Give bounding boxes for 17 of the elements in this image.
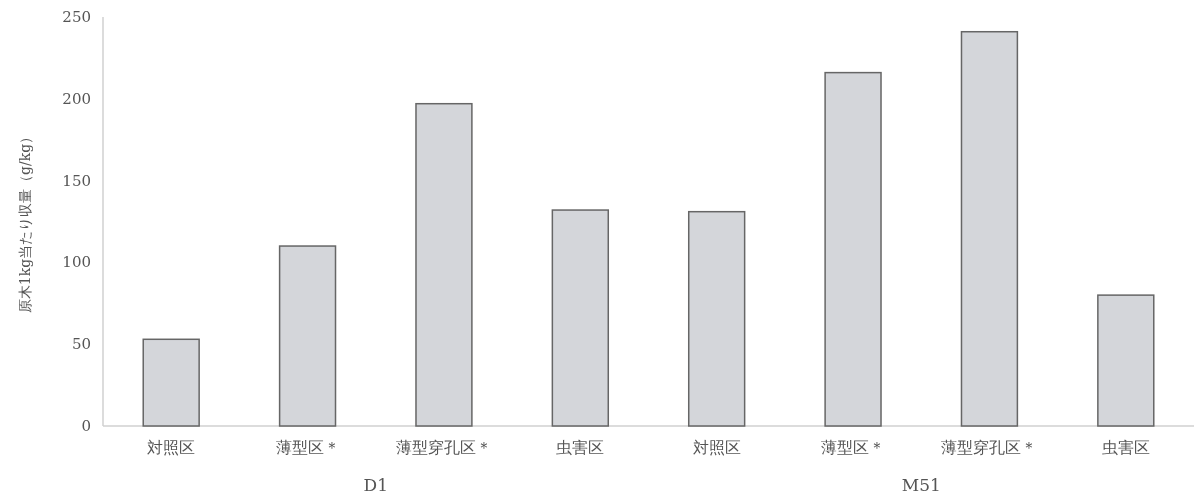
x-tick-label: 薄型穿孔区＊ [941, 438, 1038, 457]
x-tick-label: 薄型穿孔区＊ [395, 438, 492, 457]
y-tick-label: 200 [62, 89, 91, 108]
x-tick-label: 対照区 [692, 438, 741, 457]
x-tick-label: 薄型区＊ [275, 438, 340, 457]
y-tick-label: 150 [62, 171, 91, 190]
y-tick-label: 0 [81, 417, 91, 435]
text: M51 [901, 475, 941, 495]
y-axis-title: 原木1kg当たり収量（g/kg） [17, 129, 33, 314]
x-tick-label: 薄型区＊ [821, 438, 886, 457]
y-tick-label: 100 [62, 253, 91, 272]
x-tick-label: 虫害区 [556, 438, 605, 457]
y-tick-label: 50 [71, 335, 91, 354]
x-tick-label: 虫害区 [1101, 438, 1150, 457]
y-tick-label: 250 [62, 8, 91, 26]
x-tick-label: 対照区 [147, 438, 196, 457]
text: D1 [363, 475, 388, 495]
